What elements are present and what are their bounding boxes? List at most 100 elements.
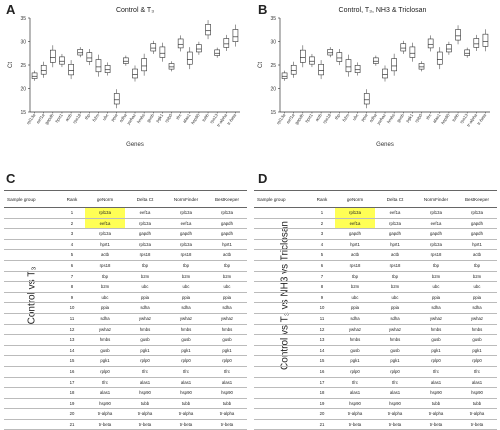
table-cell: 12 [59, 324, 85, 336]
table-cell: 17 [59, 377, 85, 389]
table-cell: rpl13a [335, 207, 375, 219]
table-cell [4, 228, 59, 240]
table-cell: pgk1 [335, 355, 375, 367]
table-cell: rpl13a [125, 239, 165, 251]
table-cell: alas1 [415, 377, 457, 389]
table-cell: rpl13a [85, 228, 125, 240]
y-axis-label: Ct [8, 62, 14, 68]
table-cell: b2m [375, 281, 415, 293]
table-cell [4, 398, 59, 410]
table-cell: pgk1 [415, 345, 457, 357]
table-cell [254, 207, 309, 219]
table-cell: 13 [309, 334, 335, 346]
table-cell: pgk1 [125, 345, 165, 357]
table-cell: tr-alpha [207, 408, 247, 420]
box [31, 72, 38, 79]
table-cell [254, 218, 309, 230]
table-cell: ubc [415, 281, 457, 293]
table-cell: tfrc [85, 377, 125, 389]
table-cell: ubc [85, 292, 125, 304]
x-tick-label: hprt1 [304, 112, 314, 123]
box [436, 51, 443, 65]
table-header: Sample group [4, 190, 59, 208]
table-cell: rpl13a [85, 207, 125, 219]
table-cell: rplp0 [375, 366, 415, 378]
table-cell: tfrc [165, 366, 207, 378]
table-cell: ywhaz [335, 324, 375, 336]
table-cell: tfrc [207, 366, 247, 378]
table-header: Rank [59, 190, 85, 208]
table-cell: ywhaz [207, 313, 247, 325]
table-cell: actb [335, 249, 375, 261]
table-header: BestKeeper [457, 190, 497, 208]
x-tick-label: tr-beta [476, 112, 488, 126]
panel-a-title: Control & T₃ [115, 7, 155, 14]
box [214, 49, 220, 56]
table-cell: tr-alpha [415, 408, 457, 420]
table-cell: tr-beta [335, 419, 375, 430]
table-cell: b2m [415, 271, 457, 283]
table-cell: hsp90 [415, 387, 457, 399]
table-header: BestKeeper [207, 190, 247, 208]
table-cell: 5 [59, 249, 85, 261]
table-cell: sdha [375, 313, 415, 325]
table-cell [254, 313, 309, 325]
table-row: 21 tr-beta tr-beta tr-beta tr-beta [254, 419, 497, 430]
table-row: 17 tfrc alas1 alas1 alas1 [4, 377, 247, 389]
table-cell [4, 366, 59, 378]
box [168, 63, 175, 70]
table-cell: sdha [415, 302, 457, 314]
table-cell: gusb [415, 334, 457, 346]
table-row: 2 eef1a rpl13a eef1a gapdh [4, 218, 247, 230]
table-row: 19 hsp90 tubb tubb tubb [4, 398, 247, 410]
table-cell: gusb [125, 334, 165, 346]
table-cell: 13 [59, 334, 85, 346]
table-cell: hmbs [85, 334, 125, 346]
table-cell [254, 302, 309, 314]
table-cell: alas1 [335, 387, 375, 399]
table-cell: actb [375, 249, 415, 261]
box [300, 49, 306, 63]
table-cell: rps18 [85, 260, 125, 272]
table-cell: rpl13a [207, 207, 247, 219]
table-header: Rank [309, 190, 335, 208]
table-cell: tr-beta [85, 419, 125, 430]
table-cell: ppia [125, 292, 165, 304]
x-tick-label: gusb [146, 112, 156, 123]
x-tick-label: gapdh [294, 112, 305, 125]
table-cell: 2 [59, 218, 85, 230]
table-cell: 3 [59, 228, 85, 240]
box [464, 49, 470, 56]
table-cell [4, 377, 59, 389]
table-cell: 6 [59, 260, 85, 272]
table-cell [254, 324, 309, 336]
x-axis-label: Genes [376, 142, 394, 148]
x-tick-label: b2m [341, 112, 350, 122]
table-cell [254, 345, 309, 357]
table-cell: 16 [309, 366, 335, 378]
x-tick-label: rps18 [322, 112, 333, 124]
table-cell: 17 [309, 377, 335, 389]
table-row: 10 ppia sdha sdha sdha [4, 302, 247, 314]
table-cell: rplp0 [207, 355, 247, 367]
x-tick-label: tfrc [425, 112, 433, 120]
x-tick-label: tr-alpha [466, 112, 479, 127]
x-tick-label: gusb [396, 112, 406, 123]
y-tick-label: 15 [20, 110, 26, 116]
table-cell: tr-alpha [125, 408, 165, 420]
table-cell: hmbs [375, 334, 415, 346]
x-tick-label: rpl13a [25, 112, 36, 125]
table-cell: hprt1 [85, 239, 125, 251]
table-cell [4, 271, 59, 283]
table-cell: 7 [59, 271, 85, 283]
table-cell: hmbs [125, 324, 165, 336]
box [40, 64, 47, 75]
box [400, 43, 407, 52]
x-tick-label: tr-beta [226, 112, 238, 126]
box [318, 63, 324, 76]
table-cell: tr-beta [125, 419, 165, 430]
table-cell: sdha [335, 313, 375, 325]
x-tick-label: b2m [91, 112, 100, 122]
table-cell: actb [207, 249, 247, 261]
